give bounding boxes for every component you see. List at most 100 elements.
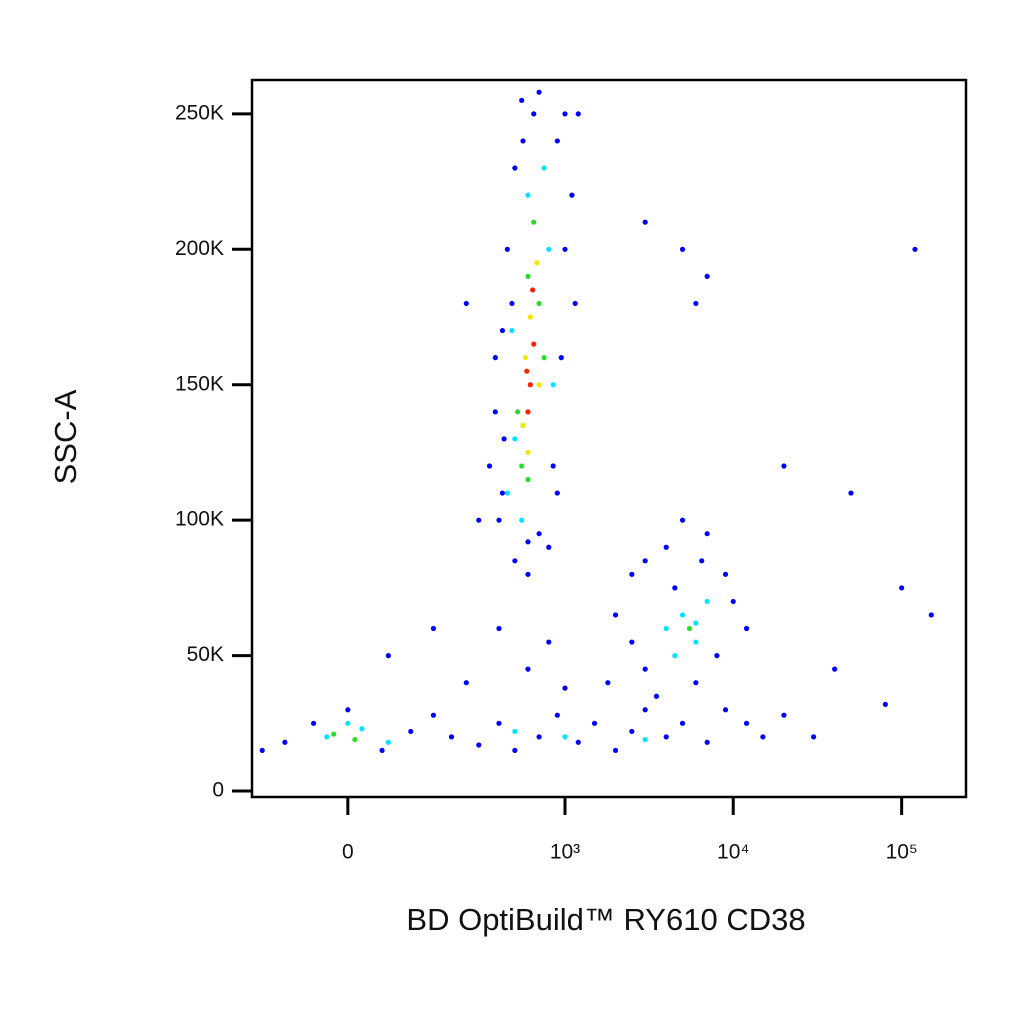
data-point [679,612,686,618]
data-point [534,260,540,266]
data-point [525,409,531,415]
data-point [575,111,581,117]
data-point [531,219,537,225]
y-tick-label: 250K [175,101,224,124]
data-point [310,720,317,726]
y-tick-label: 0 [212,779,224,802]
data-point [679,720,686,726]
data-point [810,734,817,740]
data-point [642,666,648,672]
data-point [663,544,669,550]
x-tick-label: 0 [342,841,354,864]
data-point [509,327,515,334]
data-point [629,728,635,735]
data-point [704,739,710,745]
y-tick-label: 100K [175,508,224,531]
data-point [562,734,568,740]
data-point [554,712,560,718]
data-point [714,653,720,659]
data-point [531,111,537,117]
data-point [525,476,531,483]
data-point [501,436,507,442]
data-point [531,341,537,347]
data-point [345,707,351,713]
data-point [832,666,838,672]
data-point [331,731,337,737]
data-point [541,355,547,361]
data-point [324,734,330,740]
data-point [693,639,699,645]
data-point [519,517,525,523]
data-point [546,246,552,252]
data-point [525,192,531,198]
data-point [512,436,518,442]
data-point [722,707,729,713]
data-point [605,680,611,686]
data-point [352,736,358,743]
data-point [536,382,542,388]
data-point [558,355,564,361]
data-point [781,712,787,718]
data-point [686,625,693,632]
x-axis-title: BD OptiBuild™ RY610 CD38 [406,902,805,937]
data-point [663,734,669,740]
data-point [524,368,530,374]
data-point [704,531,710,537]
data-point [385,653,391,659]
y-axis-title: SSC-A [48,389,83,484]
data-point [693,680,699,686]
data-point [476,517,482,523]
data-point [515,409,521,415]
data-point [492,355,498,361]
data-point [899,585,905,591]
data-point [525,273,531,279]
data-point [693,620,699,626]
data-point [550,463,556,469]
data-point [554,138,560,144]
data-point [519,97,525,103]
data-point [520,138,526,144]
data-point [912,246,918,252]
data-point [499,490,506,496]
data-point [463,680,469,686]
data-point [430,712,437,718]
data-point [345,720,351,726]
data-point [760,734,766,740]
data-point [536,531,542,537]
data-point [512,728,518,735]
data-point [572,300,578,307]
y-tick-label: 200K [175,237,224,260]
data-point [536,300,542,307]
data-point [541,165,547,171]
data-point [359,726,365,732]
data-point [569,192,575,198]
data-point [575,739,581,745]
data-point [499,327,506,334]
data-point [546,544,552,550]
data-point [525,571,531,577]
data-point [379,747,385,754]
data-point [663,625,669,632]
data-point [554,490,560,496]
data-point [629,639,635,645]
data-point [672,653,678,659]
data-point [504,490,510,496]
y-tick-label: 150K [175,372,224,395]
x-tick-label: 10⁴ [717,841,749,864]
data-point [848,490,854,496]
data-point [546,639,552,645]
data-point [536,89,542,95]
data-point [525,539,531,545]
data-point [522,355,529,361]
data-point [704,273,710,279]
data-point [653,693,660,699]
data-point [527,314,533,320]
data-point [928,612,934,618]
data-point [562,246,568,252]
x-tick-label: 10³ [550,841,580,864]
data-point [519,463,525,469]
data-point [512,165,518,171]
data-point [463,300,469,307]
data-point [476,742,482,748]
